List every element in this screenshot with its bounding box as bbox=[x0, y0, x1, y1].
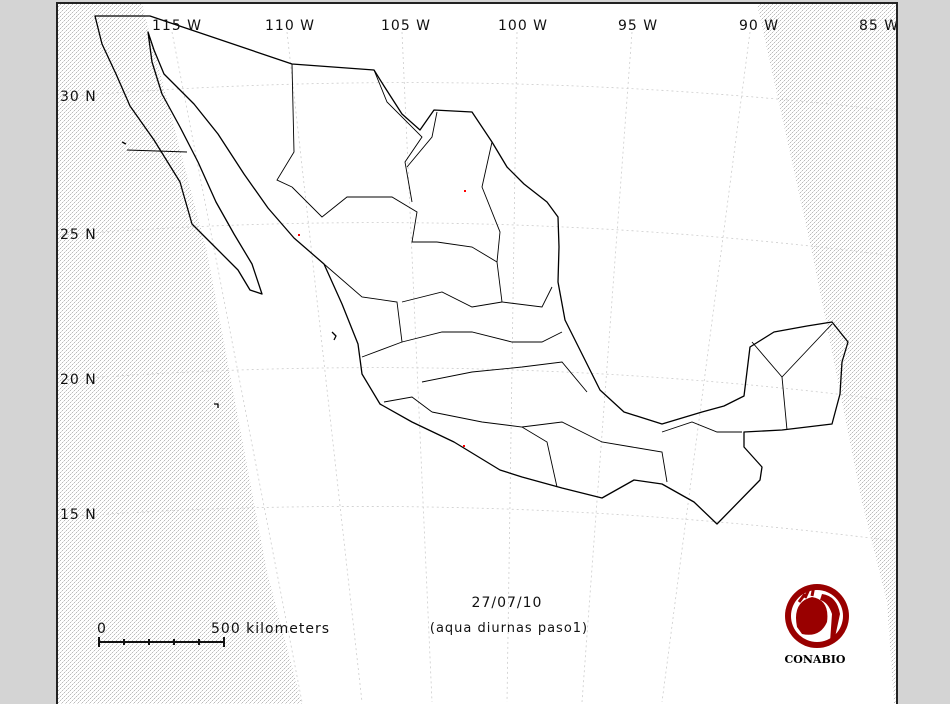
longitude-labels: 115 W 110 W 105 W 100 W 95 W 90 W 85 W bbox=[152, 18, 896, 34]
lon-label: 90 W bbox=[739, 18, 779, 34]
map-subtitle: (aqua diurnas paso1) bbox=[430, 621, 588, 636]
hotspot-marker bbox=[464, 190, 466, 192]
hotspot-marker bbox=[298, 234, 300, 236]
lon-label: 95 W bbox=[618, 18, 658, 34]
mexico-outline bbox=[94, 15, 849, 525]
latitude-labels: 30 N 25 N 20 N 15 N bbox=[60, 89, 97, 523]
map-canvas: 115 W 110 W 105 W 100 W 95 W 90 W 85 W 3… bbox=[58, 4, 896, 704]
lat-label: 15 N bbox=[60, 507, 97, 523]
scale-bar: 0 500 kilometers bbox=[97, 621, 330, 647]
lon-label: 100 W bbox=[498, 18, 548, 34]
scale-zero-label: 0 bbox=[97, 621, 107, 637]
hotspots bbox=[298, 190, 466, 447]
map-date: 27/07/10 bbox=[472, 595, 543, 611]
lat-label: 30 N bbox=[60, 89, 97, 105]
hotspot-marker bbox=[463, 445, 465, 447]
lon-label: 115 W bbox=[152, 18, 202, 34]
graticule bbox=[61, 31, 896, 703]
lat-label: 20 N bbox=[60, 372, 97, 388]
logo-text: CONABIO bbox=[785, 653, 846, 666]
lon-label: 110 W bbox=[265, 18, 315, 34]
lon-label: 105 W bbox=[381, 18, 431, 34]
islands bbox=[121, 141, 337, 408]
scale-end-label: 500 kilometers bbox=[211, 621, 330, 637]
projection-area bbox=[142, 4, 894, 704]
state-boundaries bbox=[126, 63, 833, 488]
conabio-logo: CONABIO bbox=[785, 584, 849, 666]
lon-label: 85 W bbox=[859, 18, 896, 34]
map-panel: 115 W 110 W 105 W 100 W 95 W 90 W 85 W 3… bbox=[56, 2, 898, 704]
lat-label: 25 N bbox=[60, 227, 97, 243]
